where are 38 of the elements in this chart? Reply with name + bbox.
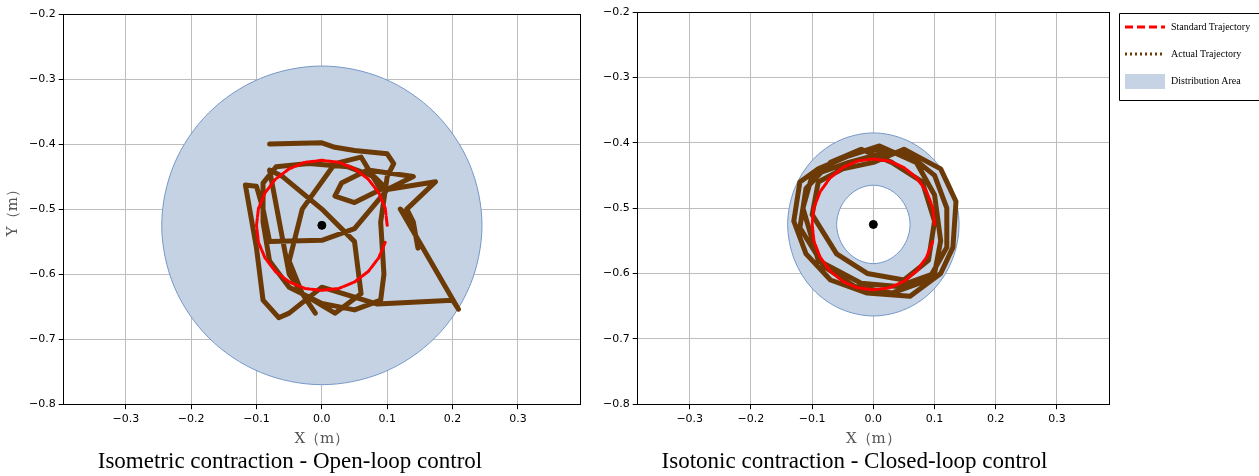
y-tick-label: −0.7 bbox=[602, 331, 630, 345]
x-axis-title: X（m） bbox=[845, 429, 901, 448]
y-tick-label: −0.3 bbox=[28, 71, 56, 85]
legend-label: Actual Trajectory bbox=[1171, 47, 1242, 59]
x-tick-label: 0.1 bbox=[925, 411, 944, 425]
y-tick-label: −0.2 bbox=[602, 4, 630, 18]
y-tick-label: −0.5 bbox=[28, 201, 56, 215]
y-tick-label: −0.2 bbox=[28, 6, 56, 20]
x-tick-label: 0.2 bbox=[987, 411, 1005, 425]
x-axis-title: X（m） bbox=[294, 429, 350, 448]
line-series bbox=[255, 158, 389, 292]
x-tick-label: 0.3 bbox=[1048, 411, 1066, 425]
x-tick-label: 0.0 bbox=[864, 411, 883, 425]
x-tick-label: −0.2 bbox=[177, 411, 205, 425]
legend-label: Standard Trajectory bbox=[1171, 20, 1251, 32]
y-tick-label: −0.4 bbox=[602, 135, 630, 149]
text: Isotonic contraction - Closed-loop control bbox=[661, 448, 1048, 474]
y-tick-label: −0.6 bbox=[602, 266, 630, 280]
line-series bbox=[810, 157, 937, 292]
x-tick-label: −0.1 bbox=[798, 411, 826, 425]
y-tick-label: −0.3 bbox=[602, 70, 630, 84]
x-tick-label: 0.2 bbox=[443, 411, 462, 425]
x-tick-label: 0.3 bbox=[509, 411, 527, 425]
legend-label: Distribution Area bbox=[1171, 74, 1242, 86]
x-tick-label: 0.1 bbox=[378, 411, 396, 425]
x-tick-label: −0.2 bbox=[737, 411, 765, 425]
y-tick-label: −0.5 bbox=[602, 200, 630, 214]
y-axis-title: Y（m） bbox=[2, 182, 21, 238]
y-tick-label: −0.6 bbox=[28, 266, 56, 280]
y-tick-label: −0.8 bbox=[602, 397, 630, 411]
x-tick-label: 0.0 bbox=[313, 411, 331, 425]
y-tick-label: −0.4 bbox=[28, 136, 56, 150]
y-tick-label: −0.8 bbox=[28, 397, 56, 411]
text: Isometric contraction - Open-loop control bbox=[97, 448, 483, 474]
y-tick-label: −0.7 bbox=[28, 332, 56, 346]
x-tick-label: −0.1 bbox=[243, 411, 270, 425]
x-tick-label: −0.3 bbox=[112, 411, 140, 425]
x-tick-label: −0.3 bbox=[676, 411, 704, 425]
